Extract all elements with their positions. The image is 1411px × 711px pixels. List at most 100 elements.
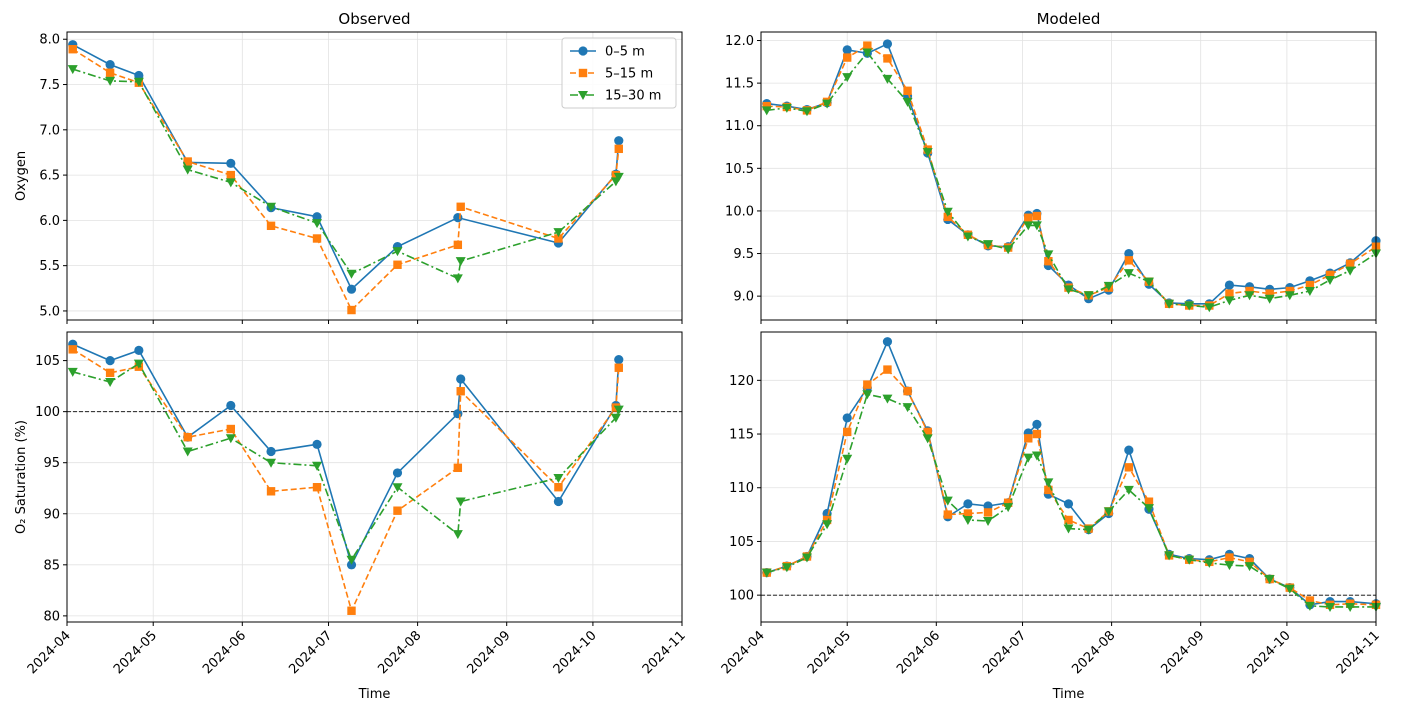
series-2 — [761, 48, 1381, 313]
legend: 0–5 m 5–15 m 15–30 m — [561, 37, 677, 109]
y-tick-label: 10.0 — [725, 204, 754, 219]
data-point — [1325, 270, 1335, 280]
data-point — [182, 447, 193, 457]
x-tick-label: 2024-07 — [286, 628, 335, 677]
data-point — [1023, 221, 1034, 231]
data-point — [67, 367, 78, 377]
data-point — [1305, 280, 1315, 290]
data-point — [1284, 584, 1295, 594]
data-point — [554, 234, 563, 243]
data-point — [1184, 555, 1195, 565]
data-point — [762, 101, 771, 111]
data-point — [903, 86, 912, 95]
data-point — [266, 487, 276, 496]
data-point — [1063, 285, 1074, 295]
data-point — [393, 506, 402, 515]
series-line — [766, 339, 1377, 606]
data-point — [347, 606, 356, 615]
data-point — [134, 345, 144, 355]
series-0 — [68, 40, 624, 294]
data-point — [614, 354, 624, 365]
series-0 — [762, 337, 1381, 610]
legend-item: 5–15 m — [570, 67, 653, 82]
legend-marker — [578, 91, 588, 100]
data-point — [843, 427, 852, 437]
data-point — [1043, 250, 1054, 260]
data-point — [1124, 463, 1134, 472]
data-point — [882, 39, 893, 49]
x-tick-label: 2024-08 — [1069, 628, 1118, 677]
y-tick-label: 80 — [43, 609, 60, 624]
data-point — [1003, 498, 1013, 507]
y-tick-label: 105 — [35, 354, 60, 369]
data-point — [1003, 503, 1014, 513]
y-tick-label: 85 — [43, 558, 60, 573]
grid — [760, 332, 1377, 622]
data-point — [226, 424, 236, 434]
data-point — [346, 560, 357, 570]
data-point — [312, 439, 322, 449]
y-tick-label: 6.5 — [39, 169, 60, 184]
data-point — [822, 515, 832, 525]
data-point — [346, 269, 357, 279]
data-point — [862, 48, 873, 58]
series-line — [72, 48, 620, 312]
y-tick-label: 10.5 — [725, 162, 754, 177]
data-point — [553, 496, 564, 507]
y-tick-label: 115 — [729, 428, 754, 443]
data-point — [1063, 499, 1074, 509]
y-tick-label: 105 — [729, 535, 754, 550]
data-point — [133, 359, 144, 369]
data-point — [1245, 557, 1254, 567]
data-point — [922, 434, 933, 444]
chart-panel-0: 5.0 5.5 6.0 6.5 7.0 7.5 8.0 Observed Oxygen 0–5 m… — [14, 10, 683, 324]
data-point — [842, 454, 853, 464]
series-line — [766, 368, 1377, 606]
data-point — [882, 394, 893, 404]
data-point — [225, 434, 236, 444]
x-tick-label: 2024-11 — [640, 628, 689, 677]
data-point — [105, 368, 115, 378]
data-point — [1083, 525, 1094, 535]
data-point — [226, 400, 236, 411]
data-point — [392, 468, 403, 478]
data-point — [943, 510, 952, 519]
y-tick-label: 9.0 — [733, 290, 754, 305]
data-point — [863, 380, 872, 389]
data-point — [553, 228, 564, 238]
data-point — [822, 99, 833, 109]
series-line — [766, 44, 1377, 307]
data-point — [1164, 299, 1175, 309]
data-point — [455, 497, 466, 507]
data-point — [613, 172, 624, 182]
data-point — [1032, 211, 1042, 221]
data-point — [68, 45, 77, 54]
data-point — [1285, 286, 1294, 296]
data-point — [613, 405, 624, 415]
y-tick-label: 100 — [729, 589, 754, 604]
x-tick-label: 2024-06 — [894, 628, 943, 677]
data-point — [1043, 478, 1054, 488]
data-point — [1265, 289, 1274, 298]
data-point — [882, 74, 893, 84]
data-point — [942, 207, 953, 217]
x-tick-label: 2024-11 — [1334, 628, 1383, 677]
data-point — [781, 563, 792, 573]
series-line — [766, 51, 1377, 309]
x-tick-label: 2024-08 — [375, 628, 424, 677]
data-point — [842, 73, 853, 83]
data-point — [1264, 294, 1275, 304]
data-point — [1044, 485, 1053, 495]
x-tick-label: 2024-04 — [719, 628, 768, 677]
data-point — [1305, 596, 1315, 605]
data-point — [922, 148, 933, 158]
data-point — [312, 461, 323, 471]
x-tick-label: 2024-10 — [551, 628, 600, 677]
data-point — [1244, 291, 1255, 301]
x-axis-label: Time — [1052, 687, 1085, 702]
y-tick-label: 9.5 — [733, 247, 754, 262]
data-point — [456, 202, 465, 211]
data-point — [1244, 562, 1255, 572]
data-point — [1103, 507, 1114, 517]
x-tick-label: 2024-10 — [1245, 628, 1294, 677]
